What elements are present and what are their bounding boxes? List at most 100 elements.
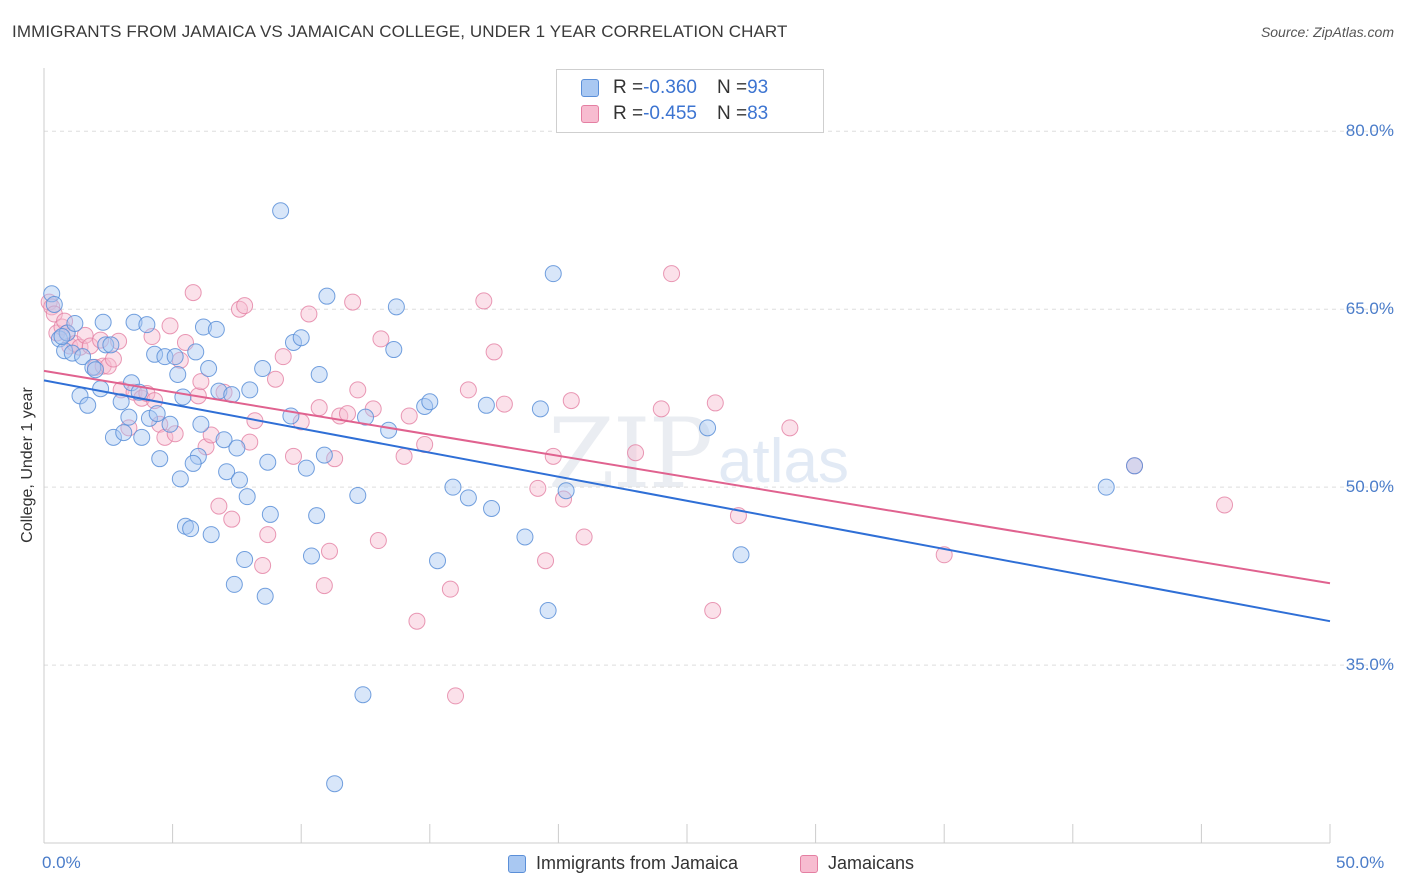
data-point-jamaicans (315, 577, 333, 595)
legend-swatch-pink (581, 105, 599, 123)
data-point-immigrants (557, 482, 575, 500)
data-point-immigrants (387, 298, 405, 316)
data-point-immigrants (138, 316, 156, 334)
data-point-jamaicans (274, 348, 292, 366)
data-point-jamaicans (202, 426, 220, 444)
data-point-immigrants (326, 775, 344, 793)
data-point-immigrants (112, 393, 130, 411)
data-point-jamaicans (320, 542, 338, 560)
legend-r-label: R = (613, 77, 644, 98)
data-point-immigrants (429, 552, 447, 570)
data-point-jamaicans (704, 602, 722, 620)
data-point-jamaicans (441, 580, 459, 598)
data-point-immigrants (148, 405, 166, 423)
data-point-immigrants (380, 421, 398, 439)
data-point-immigrants (194, 318, 212, 336)
data-point-jamaicans (284, 447, 302, 465)
data-point-immigrants (102, 336, 120, 354)
data-point-jamaicans (236, 297, 254, 315)
y-tick-label: 80.0% (1345, 121, 1394, 141)
data-point-immigrants (63, 344, 81, 362)
data-point-jamaicans (562, 392, 580, 410)
data-point-immigrants (166, 348, 184, 366)
data-point-jamaicans (161, 317, 179, 335)
data-point-immigrants (1097, 478, 1115, 496)
data-point-immigrants (236, 551, 254, 569)
x-tick-label-min: 0.0% (42, 853, 81, 872)
y-tick-label: 35.0% (1345, 655, 1394, 675)
data-point-immigrants (192, 415, 210, 433)
data-point-jamaicans (706, 394, 724, 412)
data-point-immigrants (516, 528, 534, 546)
bottom-legend-jamaicans: Jamaicans (800, 853, 914, 874)
data-point-jamaicans (400, 407, 418, 425)
data-point-immigrants (53, 328, 71, 346)
data-point-immigrants (218, 463, 236, 481)
data-point-immigrants (539, 602, 557, 620)
data-point-immigrants (207, 320, 225, 338)
data-point-jamaicans (627, 444, 645, 462)
data-point-jamaicans (652, 400, 670, 418)
data-point-immigrants (97, 336, 115, 354)
data-point-immigrants (228, 439, 246, 457)
data-point-immigrants (43, 285, 61, 303)
chart-title: IMMIGRANTS FROM JAMAICA VS JAMAICAN COLL… (12, 22, 788, 41)
data-point-jamaicans (223, 510, 241, 528)
data-point-immigrants (146, 345, 164, 363)
data-point-jamaicans (184, 284, 202, 302)
data-point-immigrants (421, 393, 439, 411)
data-point-immigrants (357, 408, 374, 426)
data-point-jamaicans (529, 479, 547, 497)
data-point-immigrants (151, 450, 169, 468)
data-point-immigrants (187, 343, 205, 361)
data-point-immigrants (256, 587, 274, 605)
data-point-immigrants (115, 424, 133, 442)
data-point-immigrants (84, 358, 102, 376)
data-point-immigrants (238, 488, 256, 506)
data-point-immigrants (230, 471, 248, 489)
data-point-jamaicans (166, 425, 184, 443)
data-point-immigrants (200, 360, 218, 378)
data-point-immigrants (259, 453, 277, 471)
bottom-legend-label: Jamaicans (828, 853, 915, 873)
data-point-immigrants (261, 505, 279, 523)
bottom-legend-swatch-blue (508, 854, 526, 873)
data-point-immigrants (171, 470, 189, 488)
bottom-legend-immigrants: Immigrants from Jamaica (508, 853, 738, 874)
bottom-legend-label: Immigrants from Jamaica (536, 853, 739, 873)
legend-n-label: N = (716, 103, 748, 124)
y-tick-label: 50.0% (1345, 477, 1394, 497)
legend-n-value: 83 (747, 103, 769, 124)
data-point-immigrants (45, 295, 63, 313)
data-point-immigrants (156, 348, 174, 366)
data-point-jamaicans (395, 447, 413, 465)
data-point-jamaicans (349, 381, 367, 399)
data-point-immigrants (182, 520, 200, 538)
data-point-jamaicans (104, 350, 122, 368)
data-point-immigrants (74, 348, 92, 366)
data-point-immigrants (254, 360, 272, 378)
data-point-immigrants (292, 329, 310, 347)
legend-row-immigrants: R = -0.360 N = 93 (581, 76, 768, 100)
legend-swatch-blue (581, 79, 599, 97)
data-point-jamaicans (254, 556, 272, 574)
data-point-immigrants (174, 388, 192, 406)
data-point-immigrants (544, 265, 562, 283)
watermark-zip: ZIP (548, 398, 713, 510)
data-point-jamaicans (300, 305, 318, 323)
data-point-jamaicans (266, 370, 284, 388)
data-point-jamaicans (310, 399, 328, 417)
x-tick-label-max: 50.0% (1336, 853, 1385, 872)
data-point-jamaicans (156, 428, 174, 446)
data-point-jamaicans (45, 305, 63, 323)
y-tick-label: 65.0% (1345, 299, 1394, 319)
data-point-jamaicans (475, 292, 493, 310)
data-point-jamaicans (76, 326, 94, 344)
data-point-jamaicans (210, 497, 228, 515)
data-point-immigrants (92, 380, 110, 398)
trend-line-immigrants (43, 379, 1331, 623)
trend-line-jamaicans (43, 369, 1331, 585)
data-point-immigrants (104, 428, 122, 446)
data-point-immigrants (1126, 457, 1144, 475)
